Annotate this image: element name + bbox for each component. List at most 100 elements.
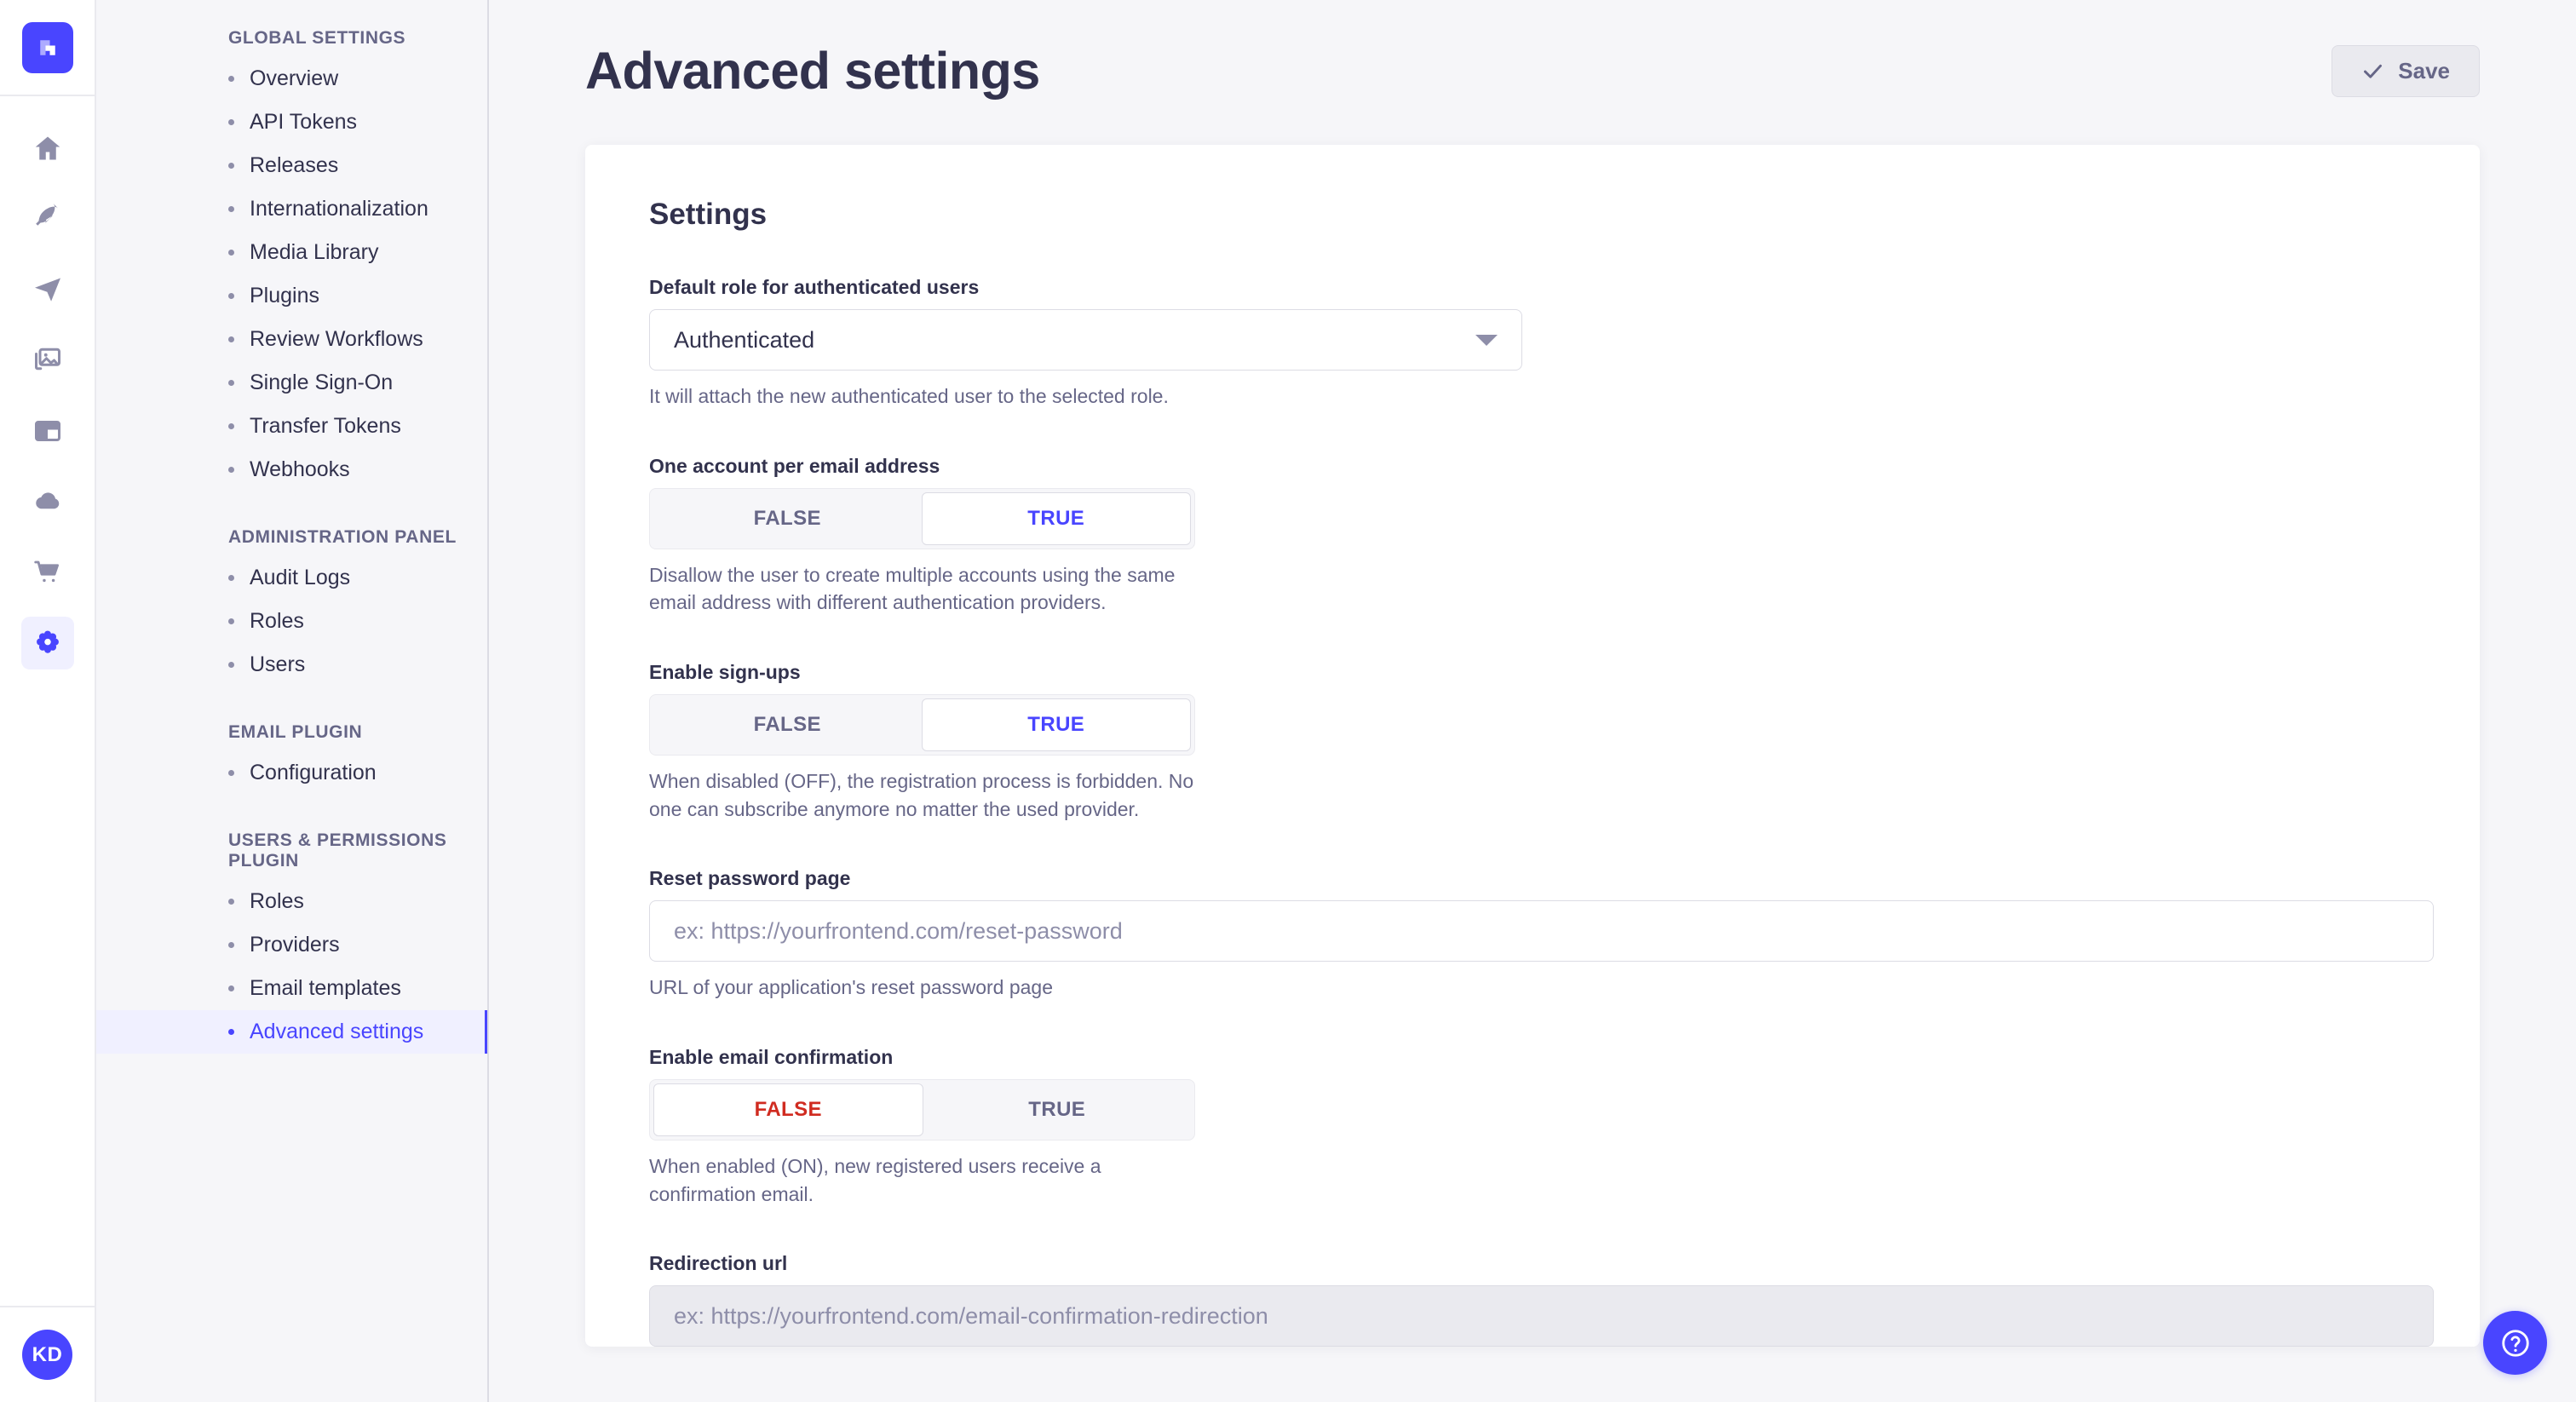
nav-list: Roles Providers Email templates Advanced…: [96, 880, 487, 1054]
field-hint: Disallow the user to create multiple acc…: [649, 563, 1176, 614]
bullet-icon: [228, 380, 234, 386]
sidebar-item-label: Internationalization: [250, 197, 428, 221]
sidebar-item-providers[interactable]: Providers: [96, 923, 487, 967]
sidebar-item-overview[interactable]: Overview: [96, 57, 487, 101]
rail-item-list: [20, 96, 74, 1306]
sidebar-item-email-templates[interactable]: Email templates: [96, 967, 487, 1010]
nav-list: Configuration: [96, 751, 487, 795]
sidebar-item-up-roles[interactable]: Roles: [96, 880, 487, 923]
nav-section-title: USERS & PERMISSIONS PLUGIN: [228, 830, 447, 871]
bullet-icon: [228, 899, 234, 905]
field-hint: When enabled (ON), new registered users …: [649, 1154, 1101, 1205]
sidebar-item-label: Plugins: [250, 284, 319, 307]
toggle-option-true[interactable]: TRUE: [921, 491, 1191, 545]
bullet-icon: [228, 336, 234, 342]
cloud-icon: [35, 492, 59, 509]
sidebar-item-admin-users[interactable]: Users: [96, 643, 487, 687]
bullet-icon: [228, 293, 234, 299]
sidebar-item-internationalization[interactable]: Internationalization: [96, 187, 487, 231]
toggle-option-false[interactable]: FALSE: [753, 506, 821, 530]
paper-plane-icon: [34, 278, 60, 302]
check-icon: [2364, 64, 2383, 78]
sidebar-item-label: Providers: [250, 933, 340, 957]
bullet-icon: [228, 770, 234, 776]
sidebar-item-transfer-tokens[interactable]: Transfer Tokens: [96, 405, 487, 448]
strapi-logo-icon[interactable]: [21, 21, 73, 73]
field-label: Redirection url: [649, 1252, 788, 1275]
bullet-icon: [228, 575, 234, 581]
redirection-url-input: ex: https://yourfrontend.com/email-confi…: [649, 1285, 2434, 1347]
avatar[interactable]: KD: [22, 1330, 72, 1380]
feather-icon: [35, 204, 58, 226]
default-role-selected-value: Authenticated: [674, 326, 815, 353]
toggle-option-false[interactable]: FALSE: [653, 1083, 923, 1136]
rail-item-settings[interactable]: [20, 617, 74, 669]
chevron-down-icon: [1475, 334, 1498, 346]
rail-item-content-manager[interactable]: [21, 192, 74, 245]
bullet-icon: [228, 942, 234, 948]
rail-item-email[interactable]: [21, 263, 74, 316]
enable-signups-toggle[interactable]: FALSE TRUE: [649, 693, 1195, 756]
field-reset-password-page: Reset password page ex: https://yourfron…: [649, 867, 2434, 1002]
field-label: Enable sign-ups: [649, 660, 801, 683]
rail-item-cloud[interactable]: [21, 475, 74, 528]
one-account-per-email-toggle[interactable]: FALSE TRUE: [649, 487, 1195, 549]
field-redirection-url: Redirection url ex: https://yourfrontend…: [649, 1252, 2434, 1347]
field-one-account-per-email: One account per email address FALSE TRUE…: [649, 455, 2416, 617]
toggle-option-false[interactable]: FALSE: [753, 712, 821, 736]
card-title: Settings: [649, 198, 768, 231]
nav-group-email-plugin: EMAIL PLUGIN Configuration: [96, 687, 487, 795]
toggle-option-true[interactable]: TRUE: [921, 698, 1191, 751]
sidebar-item-label: Users: [250, 652, 306, 676]
sidebar-item-label: Single Sign-On: [250, 371, 394, 394]
main-content: Advanced settings Save Settings Default …: [489, 0, 2576, 1402]
sidebar-item-label: Releases: [250, 153, 339, 177]
field-default-role: Default role for authenticated users Aut…: [649, 276, 2416, 411]
sidebar-item-label: Audit Logs: [250, 566, 351, 589]
page-header: Advanced settings Save: [489, 0, 2576, 145]
shopping-cart-icon: [33, 560, 59, 583]
nav-group-users-permissions-plugin: USERS & PERMISSIONS PLUGIN Roles Provide…: [96, 795, 487, 1054]
bullet-icon: [228, 1029, 234, 1035]
rail-item-marketplace[interactable]: [21, 546, 74, 599]
bullet-icon: [228, 206, 234, 212]
sidebar-item-media-library[interactable]: Media Library: [96, 231, 487, 274]
rail-item-content-type-builder[interactable]: [21, 405, 74, 457]
sidebar-item-advanced-settings[interactable]: Advanced settings: [96, 1010, 487, 1054]
sidebar-item-label: Configuration: [250, 761, 377, 784]
bullet-icon: [228, 76, 234, 82]
bullet-icon: [228, 985, 234, 991]
gear-icon: [36, 630, 59, 653]
settings-sidebar: GLOBAL SETTINGS Overview API Tokens Rele…: [96, 0, 489, 1402]
sidebar-item-review-workflows[interactable]: Review Workflows: [96, 318, 487, 361]
layout-icon: [34, 421, 60, 441]
toggle-option-true[interactable]: TRUE: [1028, 1097, 1086, 1121]
default-role-select[interactable]: Authenticated: [649, 309, 1522, 371]
sidebar-item-plugins[interactable]: Plugins: [96, 274, 487, 318]
sidebar-item-label: Transfer Tokens: [250, 414, 401, 438]
media-images-icon: [34, 348, 60, 371]
reset-password-page-input[interactable]: ex: https://yourfrontend.com/reset-passw…: [649, 900, 2434, 962]
sidebar-item-email-configuration[interactable]: Configuration: [96, 751, 487, 795]
nav-list: Audit Logs Roles Users: [96, 556, 487, 687]
main-icon-rail: KD: [0, 0, 96, 1402]
sidebar-item-label: Media Library: [250, 240, 379, 264]
save-button[interactable]: Save: [2332, 44, 2480, 97]
rail-item-home[interactable]: [21, 122, 74, 175]
sidebar-item-admin-roles[interactable]: Roles: [96, 600, 487, 643]
bullet-icon: [228, 163, 234, 169]
sidebar-item-releases[interactable]: Releases: [96, 144, 487, 187]
sidebar-item-label: Overview: [250, 66, 339, 90]
nav-group-administration-panel: ADMINISTRATION PANEL Audit Logs Roles Us…: [96, 491, 487, 687]
sidebar-item-audit-logs[interactable]: Audit Logs: [96, 556, 487, 600]
help-button[interactable]: [2483, 1311, 2547, 1375]
sidebar-item-api-tokens[interactable]: API Tokens: [96, 101, 487, 144]
sidebar-item-label: Webhooks: [250, 457, 350, 481]
bullet-icon: [228, 618, 234, 624]
enable-email-confirmation-toggle[interactable]: FALSE TRUE: [649, 1078, 1195, 1141]
sidebar-item-single-sign-on[interactable]: Single Sign-On: [96, 361, 487, 405]
field-label: Reset password page: [649, 867, 851, 890]
rail-item-media-library[interactable]: [21, 334, 74, 387]
sidebar-item-webhooks[interactable]: Webhooks: [96, 448, 487, 491]
